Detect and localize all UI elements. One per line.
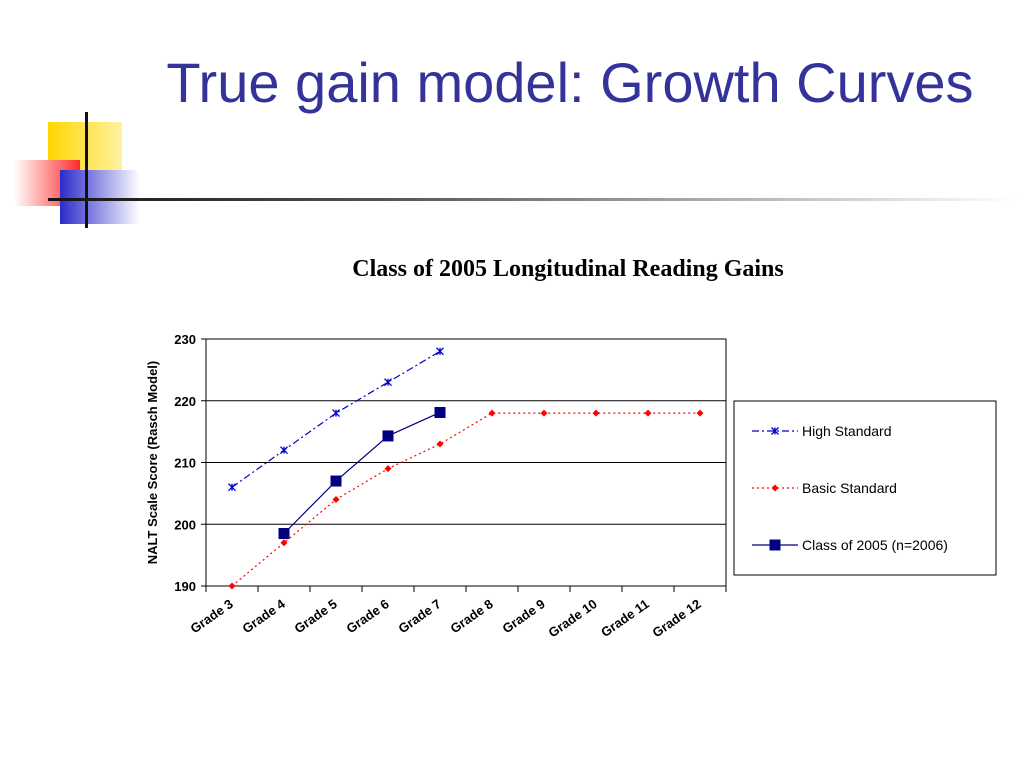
data-point-0 — [384, 378, 392, 387]
x-tick-label: Grade 12 — [650, 596, 704, 640]
y-tick-label: 200 — [174, 517, 196, 532]
data-point-2 — [330, 475, 342, 487]
data-point-1 — [488, 409, 496, 417]
data-point-0 — [332, 409, 340, 418]
x-tick-label: Grade 11 — [598, 596, 652, 640]
x-tick-label: Grade 8 — [447, 596, 495, 636]
legend-label: Class of 2005 (n=2006) — [802, 537, 948, 553]
data-point-1 — [540, 409, 548, 417]
data-point-1 — [592, 409, 600, 417]
series-line-2 — [283, 411, 441, 534]
data-point-1 — [228, 582, 236, 590]
data-point-0 — [228, 483, 236, 492]
slide-title: True gain model: Growth Curves — [166, 51, 974, 114]
data-point-1 — [384, 465, 392, 473]
deco-vertical-rule — [85, 112, 88, 228]
data-point-1 — [436, 440, 444, 448]
y-tick-label: 230 — [174, 332, 196, 347]
legend-label: Basic Standard — [802, 480, 897, 496]
y-tick-label: 190 — [174, 579, 196, 594]
legend-marker-0 — [771, 427, 779, 435]
x-tick-label: Grade 4 — [239, 596, 288, 636]
data-point-0 — [436, 347, 444, 356]
legend-marker-1 — [771, 484, 779, 492]
chart-title: Class of 2005 Longitudinal Reading Gains — [352, 256, 784, 282]
data-point-2 — [382, 430, 394, 442]
x-tick-label: Grade 9 — [499, 596, 547, 636]
x-tick-label: Grade 5 — [291, 596, 339, 636]
data-point-1 — [280, 539, 288, 547]
deco-blue-square — [60, 170, 140, 224]
x-tick-label: Grade 6 — [343, 596, 391, 636]
data-point-1 — [644, 409, 652, 417]
data-point-1 — [696, 409, 704, 417]
legend-marker-2 — [769, 539, 781, 551]
y-axis-label: NALT Scale Score (Rasch Model) — [145, 361, 160, 564]
x-tick-label: Grade 3 — [187, 596, 235, 636]
data-point-1 — [332, 496, 340, 504]
y-tick-label: 220 — [174, 394, 196, 409]
data-point-2 — [278, 528, 290, 540]
y-tick-label: 210 — [174, 456, 196, 471]
deco-horizontal-rule — [48, 198, 1018, 201]
x-tick-label: Grade 7 — [395, 596, 443, 636]
series-line-1 — [231, 412, 700, 587]
data-point-0 — [280, 446, 288, 455]
data-point-2 — [434, 406, 446, 418]
x-tick-label: Grade 10 — [546, 596, 600, 640]
legend-label: High Standard — [802, 423, 892, 439]
corner-decoration — [14, 112, 1018, 228]
